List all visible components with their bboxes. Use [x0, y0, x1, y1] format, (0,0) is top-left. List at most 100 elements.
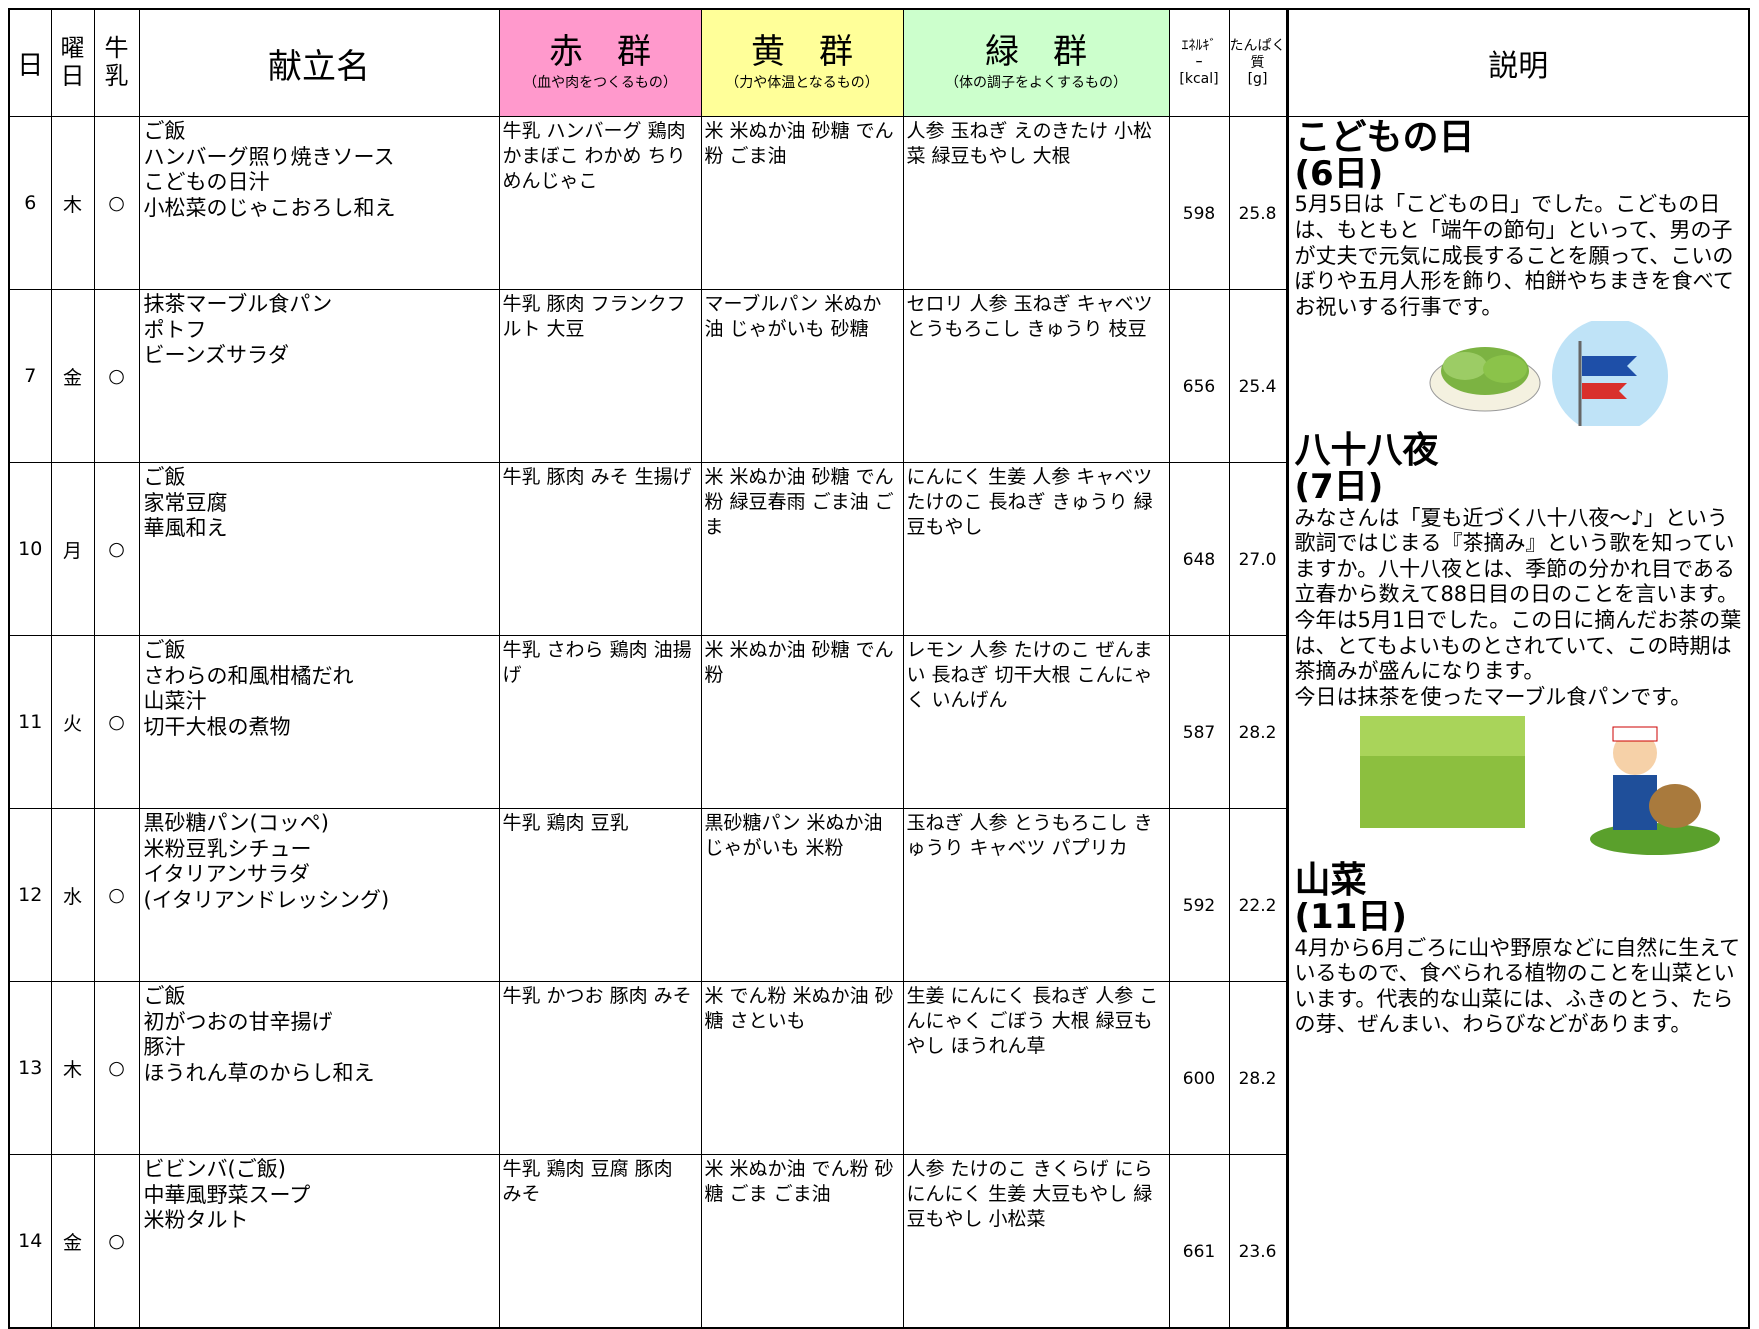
red-foods: 牛乳 さわら 鶏肉 油揚げ [498, 635, 702, 809]
header-energy: ｴﾈﾙｷﾞｰ [kcal] [1168, 8, 1230, 117]
illustration-shape [1581, 355, 1637, 376]
menu-item: ポトフ [143, 317, 207, 342]
green-foods: 人参 玉ねぎ えのきたけ 小松菜 緑豆もやし 大根 [902, 116, 1170, 290]
menu-item: ご飯 [143, 465, 186, 489]
energy: 648 [1168, 462, 1230, 636]
energy: 592 [1168, 808, 1230, 982]
menu-cell: 黒砂糖パン(コッペ) 米粉豆乳シチュー イタリアンサラダ (イタリアンドレッシング) [138, 808, 500, 982]
table-body: 6 木 ○ ご飯 ハンバーグ照り焼きソース こどもの日汁 小松菜のじゃこおろし和え 牛乳 ハン… [8, 116, 1750, 1329]
yellow-note: （力や体温となるもの） [725, 74, 879, 91]
illustration [1295, 317, 1743, 434]
section: 八十八夜 (7日) みなさんは「夏も近づく八十八夜～♪」という歌詞ではじまる『茶摘み… [1295, 432, 1743, 710]
menu-item: ご飯 [143, 984, 186, 1008]
green-foods: 人参 たけのこ きくらげ にら にんにく 生姜 大豆もやし 緑豆もやし 小松菜 [902, 1154, 1170, 1329]
illustration-shape [1648, 783, 1701, 828]
menu-row: 11 火 ○ ご飯 さわらの和風柑橘だれ 山菜汁 切干大根の煮物 牛乳 さわら 鶏肉 油揚げ米… [8, 635, 1749, 809]
milk: ○ [93, 289, 140, 463]
section-date: (7日) [1294, 466, 1384, 507]
energy: 661 [1168, 1154, 1230, 1329]
menu-item: 切干大根の煮物 [143, 714, 291, 739]
day: 6 [8, 116, 52, 290]
green-foods: 玉ねぎ 人参 とうもろこし きゅうり キャベツ パプリカ [902, 808, 1170, 982]
menu-item: 抹茶マーブル食パン [143, 292, 333, 316]
menu-item: ご飯 [143, 119, 186, 143]
explanation-panel: こどもの日 (6日) 5月5日は「こどもの日」でした。こどもの日は、もともと「端午の… [1285, 116, 1750, 1329]
header-protein: たんぱく質 [g] [1228, 8, 1288, 117]
protein: 28.2 [1228, 635, 1288, 809]
yellow-foods: 米 米ぬか油 砂糖 でん粉 ごま油 [700, 116, 904, 290]
milk: ○ [93, 116, 140, 290]
menu-item: ビビンバ(ご飯) [143, 1157, 286, 1181]
illustration-shape [1581, 382, 1627, 399]
green-foods: 生姜 にんにく 長ねぎ 人参 こんにゃく ごぼう 大根 緑豆もやし ほうれん草 [902, 981, 1170, 1155]
protein: 28.2 [1228, 981, 1288, 1155]
section-text: 4月から6月ごろに山や野原などに自然に生えているもので、食べられる植物のことを山… [1294, 935, 1741, 1037]
red-foods: 牛乳 豚肉 みそ 生揚げ [498, 462, 702, 636]
menu-item: (イタリアンドレッシング) [143, 887, 390, 912]
section-title: 山菜 [1294, 860, 1367, 902]
day: 13 [8, 981, 52, 1155]
weekday: 金 [50, 1154, 95, 1329]
menu-item: 家常豆腐 [143, 490, 228, 515]
section: 山菜 (11日) 4月から6月ごろに山や野原などに自然に生えているもので、食べられる… [1295, 862, 1743, 1038]
yellow-foods: マーブルパン 米ぬか油 じゃがいも 砂糖 [700, 289, 904, 463]
weekday: 月 [50, 462, 95, 636]
section-title: 八十八夜 [1294, 430, 1439, 472]
red-foods: 牛乳 鶏肉 豆腐 豚肉 みそ [498, 1154, 702, 1329]
milk: ○ [93, 635, 140, 809]
energy: 600 [1168, 981, 1230, 1155]
menu-cell: ご飯 家常豆腐 華風和え [138, 462, 500, 636]
yellow-foods: 米 でん粉 米ぬか油 砂糖 さといも [700, 981, 904, 1155]
protein: 23.6 [1228, 1154, 1288, 1329]
illustration-shape [1482, 354, 1527, 383]
yellow-foods: 黒砂糖パン 米ぬか油 じゃがいも 米粉 [700, 808, 904, 982]
header-green: 緑 群（体の調子をよくするもの） [902, 8, 1170, 117]
menu-cell: ご飯 さわらの和風柑橘だれ 山菜汁 切干大根の煮物 [138, 635, 500, 809]
red-note: （血や肉をつくるもの） [523, 74, 677, 91]
red-foods: 牛乳 鶏肉 豆乳 [498, 808, 702, 982]
menu-item: 小松菜のじゃこおろし和え [143, 195, 396, 220]
energy: 656 [1168, 289, 1230, 463]
day: 14 [8, 1154, 52, 1329]
header-milk: 牛乳 [93, 8, 140, 117]
menu-item: 華風和え [143, 516, 228, 541]
header-yellow: 黄 群（力や体温となるもの） [700, 8, 904, 117]
weekday: 木 [50, 981, 95, 1155]
protein-title: たんぱく質 [1229, 37, 1286, 71]
section-date: (11日) [1294, 896, 1407, 937]
illustration [1295, 711, 1743, 863]
menu-cell: ご飯 ハンバーグ照り焼きソース こどもの日汁 小松菜のじゃこおろし和え [138, 116, 500, 290]
red-foods: 牛乳 かつお 豚肉 みそ [498, 981, 702, 1155]
page: 日 曜日 牛乳 献立名 赤 群（血や肉をつくるもの） 黄 群（力や体温となるもの… [8, 8, 1750, 1329]
day: 10 [8, 462, 52, 636]
menu-item: ほうれん草のからし和え [143, 1060, 375, 1085]
energy: 598 [1168, 116, 1230, 290]
menu-cell: ご飯 初がつおの甘辛揚げ 豚汁 ほうれん草のからし和え [138, 981, 500, 1155]
menu-cell: ビビンバ(ご飯) 中華風野菜スープ 米粉タルト [138, 1154, 500, 1329]
menu-item: 中華風野菜スープ [143, 1182, 311, 1207]
yellow-foods: 米 米ぬか油 でん粉 砂糖 ごま ごま油 [700, 1154, 904, 1329]
protein: 22.2 [1228, 808, 1288, 982]
menu-row: 12 水 ○ 黒砂糖パン(コッペ) 米粉豆乳シチュー イタリアンサラダ (イタリアンドレッシ… [8, 808, 1749, 982]
day: 11 [8, 635, 52, 809]
menu-item: さわらの和風柑橘だれ [143, 663, 354, 688]
menu-item: 豚汁 [143, 1035, 186, 1060]
red-foods: 牛乳 豚肉 フランクフルト 大豆 [498, 289, 702, 463]
menu-item: 黒砂糖パン(コッペ) [143, 811, 329, 835]
protein-unit: [g] [1247, 71, 1268, 88]
protein: 25.8 [1228, 116, 1288, 290]
section-text: 今日は抹茶を使ったマーブル食パンです。 [1294, 684, 1692, 709]
menu-table: 日 曜日 牛乳 献立名 赤 群（血や肉をつくるもの） 黄 群（力や体温となるもの… [8, 8, 1750, 1329]
green-foods: にんにく 生姜 人参 キャベツ たけのこ 長ねぎ きゅうり 緑豆もやし [902, 462, 1170, 636]
section-text: みなさんは「夏も近づく八十八夜～♪」という歌詞ではじまる『茶摘み』という歌を知っ… [1294, 505, 1742, 684]
menu-item: 山菜汁 [143, 689, 207, 714]
section-text: 5月5日は「こどもの日」でした。こどもの日は、もともと「端午の節句」といって、男… [1294, 192, 1734, 319]
green-foods: レモン 人参 たけのこ ぜんまい 長ねぎ 切干大根 こんにゃく いんげん [902, 635, 1170, 809]
illustration-shape [1359, 715, 1720, 855]
weekday: 木 [50, 116, 95, 290]
menu-item: ご飯 [143, 638, 186, 662]
weekday: 水 [50, 808, 95, 982]
menu-row: 10 月 ○ ご飯 家常豆腐 華風和え 牛乳 豚肉 みそ 生揚げ米 米ぬか油 砂糖 でん粉 … [8, 462, 1749, 636]
day: 7 [8, 289, 52, 463]
menu-cell: 抹茶マーブル食パン ポトフ ビーンズサラダ [138, 289, 500, 463]
